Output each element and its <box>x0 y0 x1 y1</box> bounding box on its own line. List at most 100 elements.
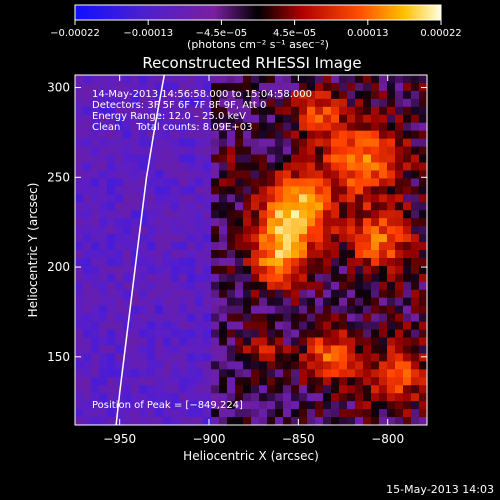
heatmap-cell <box>291 409 300 418</box>
heatmap-cell <box>171 329 180 339</box>
heatmap-cell <box>155 122 164 132</box>
heatmap-cell <box>419 242 427 251</box>
heatmap-cell <box>163 210 172 219</box>
heatmap-cell <box>179 138 188 148</box>
heatmap-cell <box>331 353 340 362</box>
heatmap-cell <box>307 289 316 299</box>
heatmap-cell <box>323 234 332 243</box>
heatmap-cell <box>243 106 252 116</box>
heatmap-cell <box>315 265 324 275</box>
heatmap-cell <box>363 385 372 394</box>
heatmap-cell <box>259 210 268 219</box>
heatmap-cell <box>267 305 276 315</box>
heatmap-cell <box>355 281 364 291</box>
heatmap-cell <box>403 273 412 283</box>
heatmap-cell <box>171 409 180 418</box>
heatmap-cell <box>371 393 380 402</box>
heatmap-cell <box>387 345 396 354</box>
heatmap-cell <box>211 257 220 267</box>
heatmap-cell <box>251 90 260 100</box>
heatmap-cell <box>115 353 124 362</box>
heatmap-cell <box>163 178 172 187</box>
heatmap-cell <box>179 186 188 195</box>
annotation-time-range: 14‑May‑2013 14:56:58.000 to 15:04:58.000 <box>92 89 312 100</box>
heatmap-cell <box>331 242 340 251</box>
heatmap-cell <box>235 178 244 187</box>
heatmap-cell <box>99 106 108 116</box>
heatmap-cell <box>123 361 132 370</box>
heatmap-cells <box>75 75 427 425</box>
heatmap-cell <box>323 401 332 410</box>
heatmap-cell <box>203 385 212 394</box>
heatmap-cell <box>171 281 180 291</box>
heatmap-cell <box>163 337 172 347</box>
heatmap-cell <box>371 273 380 283</box>
heatmap-cell <box>299 210 308 219</box>
heatmap-cell <box>219 401 228 410</box>
heatmap-cell <box>363 273 372 283</box>
heatmap-cell <box>211 162 220 172</box>
heatmap-cell <box>283 130 292 140</box>
heatmap-cell <box>115 289 124 299</box>
heatmap-cell <box>139 90 148 100</box>
heatmap-cell <box>243 178 252 187</box>
heatmap-cell <box>411 90 420 100</box>
heatmap-cell <box>227 82 236 92</box>
heatmap-cell <box>355 218 364 227</box>
heatmap-cell <box>235 377 244 386</box>
heatmap-cell <box>203 194 212 203</box>
heatmap-cell <box>187 337 196 347</box>
heatmap-cell <box>275 75 284 84</box>
heatmap-cell <box>283 210 292 219</box>
heatmap-cell <box>139 385 148 394</box>
heatmap-cell <box>323 345 332 354</box>
heatmap-cell <box>171 162 180 172</box>
heatmap-cell <box>171 393 180 402</box>
heatmap-cell <box>315 130 324 140</box>
heatmap-cell <box>275 385 284 394</box>
heatmap-cell <box>299 257 308 267</box>
heatmap-cell <box>235 75 244 84</box>
heatmap-cell <box>243 162 252 172</box>
heatmap-cell <box>75 98 84 108</box>
heatmap-cell <box>83 265 92 275</box>
heatmap-cell <box>291 329 300 339</box>
heatmap-cell <box>299 218 308 227</box>
heatmap-cell <box>83 234 92 243</box>
heatmap-cell <box>339 90 348 100</box>
heatmap-cell <box>203 401 212 410</box>
heatmap-cell <box>219 337 228 347</box>
heatmap-cell <box>163 265 172 275</box>
heatmap-cell <box>107 377 116 386</box>
heatmap-cell <box>419 281 427 291</box>
heatmap-cell <box>147 82 156 92</box>
heatmap-cell <box>347 234 356 243</box>
heatmap-cell <box>75 250 84 259</box>
heatmap-cell <box>219 242 228 251</box>
heatmap-cell <box>339 353 348 362</box>
heatmap-cell <box>107 146 116 156</box>
heatmap-cell <box>339 106 348 116</box>
heatmap-cell <box>371 106 380 116</box>
heatmap-cell <box>99 265 108 275</box>
heatmap-cell <box>91 297 100 307</box>
heatmap-cell <box>347 218 356 227</box>
heatmap-cell <box>251 75 260 84</box>
heatmap-cell <box>411 273 420 283</box>
heatmap-cell <box>235 98 244 108</box>
heatmap-cell <box>323 226 332 235</box>
heatmap-cell <box>307 417 316 425</box>
heatmap-cell <box>123 305 132 315</box>
heatmap-cell <box>315 377 324 386</box>
heatmap-cell <box>139 98 148 108</box>
heatmap-cell <box>371 98 380 108</box>
heatmap-cell <box>339 138 348 148</box>
heatmap-cell <box>259 265 268 275</box>
heatmap-cell <box>371 146 380 156</box>
heatmap-cell <box>99 194 108 203</box>
heatmap-cell <box>235 146 244 156</box>
heatmap-cell <box>371 337 380 347</box>
heatmap-cell <box>171 178 180 187</box>
heatmap-cell <box>387 210 396 219</box>
heatmap-cell <box>315 250 324 259</box>
